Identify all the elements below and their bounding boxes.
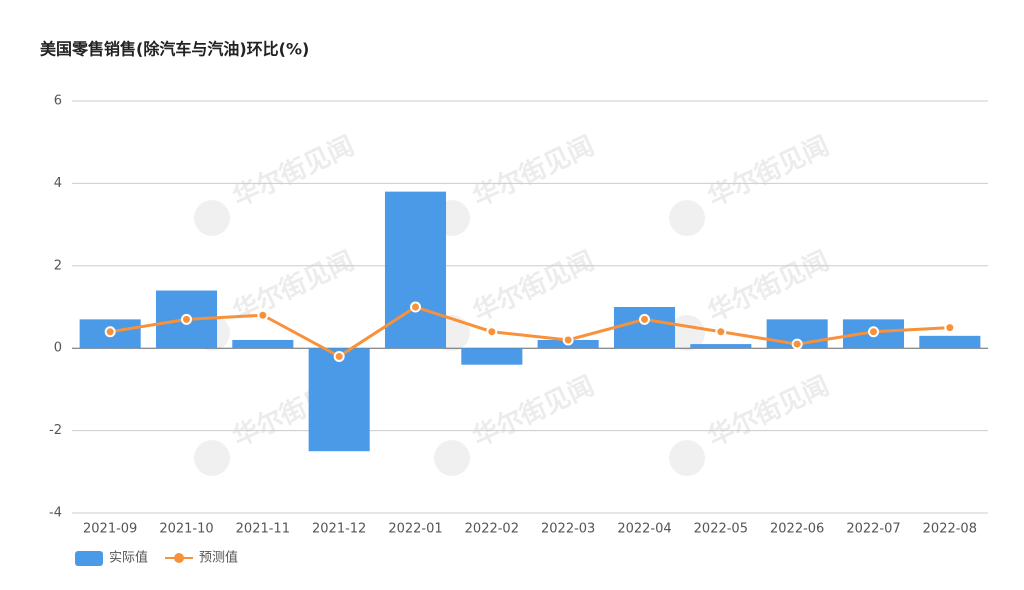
watermark-logo [194,440,230,476]
watermark-logo [669,440,705,476]
point [791,338,803,350]
watermark: 华尔街见闻 [468,130,599,213]
legend-label: 预测值 [199,550,238,566]
bar [308,348,370,452]
bar [690,344,752,349]
point [562,334,574,346]
x-tick-label: 2022-01 [388,522,442,537]
bar [613,307,676,349]
point [639,313,650,325]
point [715,326,727,338]
watermark-logo [434,440,470,476]
point [486,326,498,338]
watermark: 华尔街见闻 [703,370,834,453]
line [109,305,950,359]
x-tick-label: 2022-06 [770,522,824,537]
point [944,322,956,334]
point [333,350,345,362]
legend-symbol [174,553,184,563]
x-tick-label: 2022-03 [541,522,595,537]
bar [232,339,294,349]
legend-label: 实际值 [109,550,148,566]
x-tick-label: 2022-05 [694,522,748,537]
x-tick-label: 2022-02 [465,522,519,537]
x-tick-label: 2021-11 [236,522,290,537]
point [410,301,421,313]
y-tick-label: 2 [54,258,62,273]
x-tick-label: 2021-12 [312,522,366,537]
x-tick-label: 2021-10 [159,522,213,537]
legend-symbol [75,551,103,566]
watermark: 华尔街见闻 [468,370,599,453]
watermark-logo [669,200,705,236]
bar [461,348,523,365]
x-tick-label: 2022-07 [846,522,900,537]
x-tick-label: 2022-08 [923,522,977,537]
x-tick-label: 2022-04 [617,522,671,537]
bar [384,191,447,349]
point [181,313,192,325]
point [257,309,269,321]
watermark: 华尔街见闻 [703,245,834,328]
chart-title: 美国零售销售(除汽车与汽油)环比(%) [40,40,309,59]
watermark-logo [194,200,230,236]
y-tick-label: 0 [54,341,62,356]
y-tick-label: 6 [54,94,62,109]
y-tick-label: -2 [49,423,62,438]
point [104,326,116,338]
watermark: 华尔街见闻 [703,130,834,213]
y-tick-label: 4 [54,176,62,191]
point [868,326,879,338]
bar [919,335,981,349]
watermark: 华尔街见闻 [468,245,599,328]
x-tick-label: 2021-09 [83,522,137,537]
watermark: 华尔街见闻 [228,130,359,213]
y-tick-label: -4 [49,506,62,521]
